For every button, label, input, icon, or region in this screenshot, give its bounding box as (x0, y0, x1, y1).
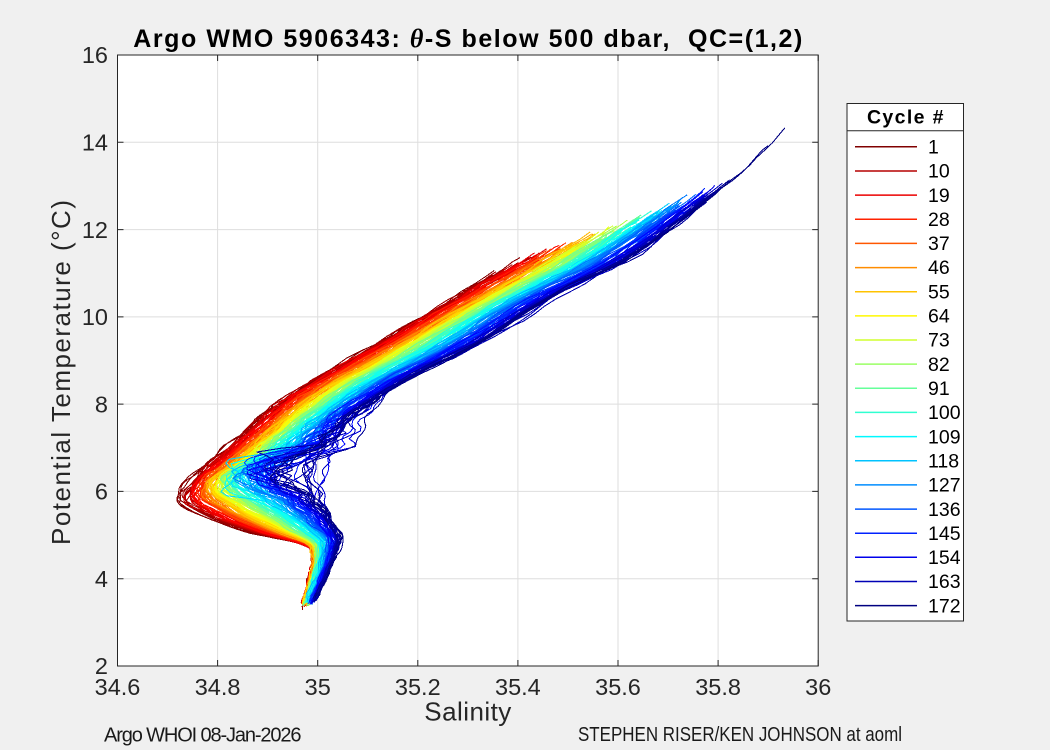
svg-text:35.4: 35.4 (495, 674, 541, 700)
svg-text:12: 12 (82, 217, 108, 243)
svg-text:145: 145 (928, 523, 961, 545)
svg-text:STEPHEN RISER/KEN JOHNSON at a: STEPHEN RISER/KEN JOHNSON at aoml (578, 724, 902, 746)
svg-text:Salinity: Salinity (424, 697, 511, 727)
svg-text:109: 109 (928, 426, 961, 448)
svg-text:8: 8 (95, 391, 108, 417)
svg-text:100: 100 (928, 402, 961, 424)
svg-text:36: 36 (805, 674, 831, 700)
svg-text:34.8: 34.8 (195, 674, 241, 700)
svg-text:14: 14 (82, 130, 108, 156)
svg-text:10: 10 (928, 161, 950, 183)
svg-text:37: 37 (928, 233, 950, 255)
svg-text:2: 2 (95, 653, 108, 679)
svg-text:35.2: 35.2 (395, 674, 441, 700)
svg-text:16: 16 (82, 42, 108, 68)
svg-text:35: 35 (305, 674, 331, 700)
svg-text:Potential Temperature (°C): Potential Temperature (°C) (46, 200, 76, 545)
svg-text:35.6: 35.6 (595, 674, 641, 700)
svg-text:172: 172 (928, 595, 961, 617)
svg-text:4: 4 (95, 566, 108, 592)
svg-text:73: 73 (928, 330, 950, 352)
svg-text:64: 64 (928, 306, 950, 328)
svg-text:Argo WMO 5906343: θ-S below 50: Argo WMO 5906343: θ-S below 500 dbar, QC… (133, 24, 802, 53)
svg-text:Argo WHOI 08-Jan-2026: Argo WHOI 08-Jan-2026 (104, 725, 302, 747)
svg-text:163: 163 (928, 571, 961, 593)
svg-text:Cycle #: Cycle # (867, 107, 944, 129)
svg-text:34.6: 34.6 (95, 674, 141, 700)
svg-text:19: 19 (928, 185, 950, 207)
svg-text:46: 46 (928, 257, 950, 279)
svg-text:127: 127 (928, 475, 961, 497)
svg-text:28: 28 (928, 209, 950, 231)
svg-text:82: 82 (928, 354, 950, 376)
svg-text:55: 55 (928, 281, 950, 303)
svg-text:10: 10 (82, 304, 108, 330)
svg-text:118: 118 (928, 450, 959, 472)
svg-text:1: 1 (928, 137, 939, 159)
svg-text:6: 6 (95, 479, 108, 505)
svg-text:35.8: 35.8 (695, 674, 741, 700)
svg-text:136: 136 (928, 499, 961, 521)
svg-text:154: 154 (928, 547, 961, 569)
svg-text:91: 91 (928, 378, 950, 400)
